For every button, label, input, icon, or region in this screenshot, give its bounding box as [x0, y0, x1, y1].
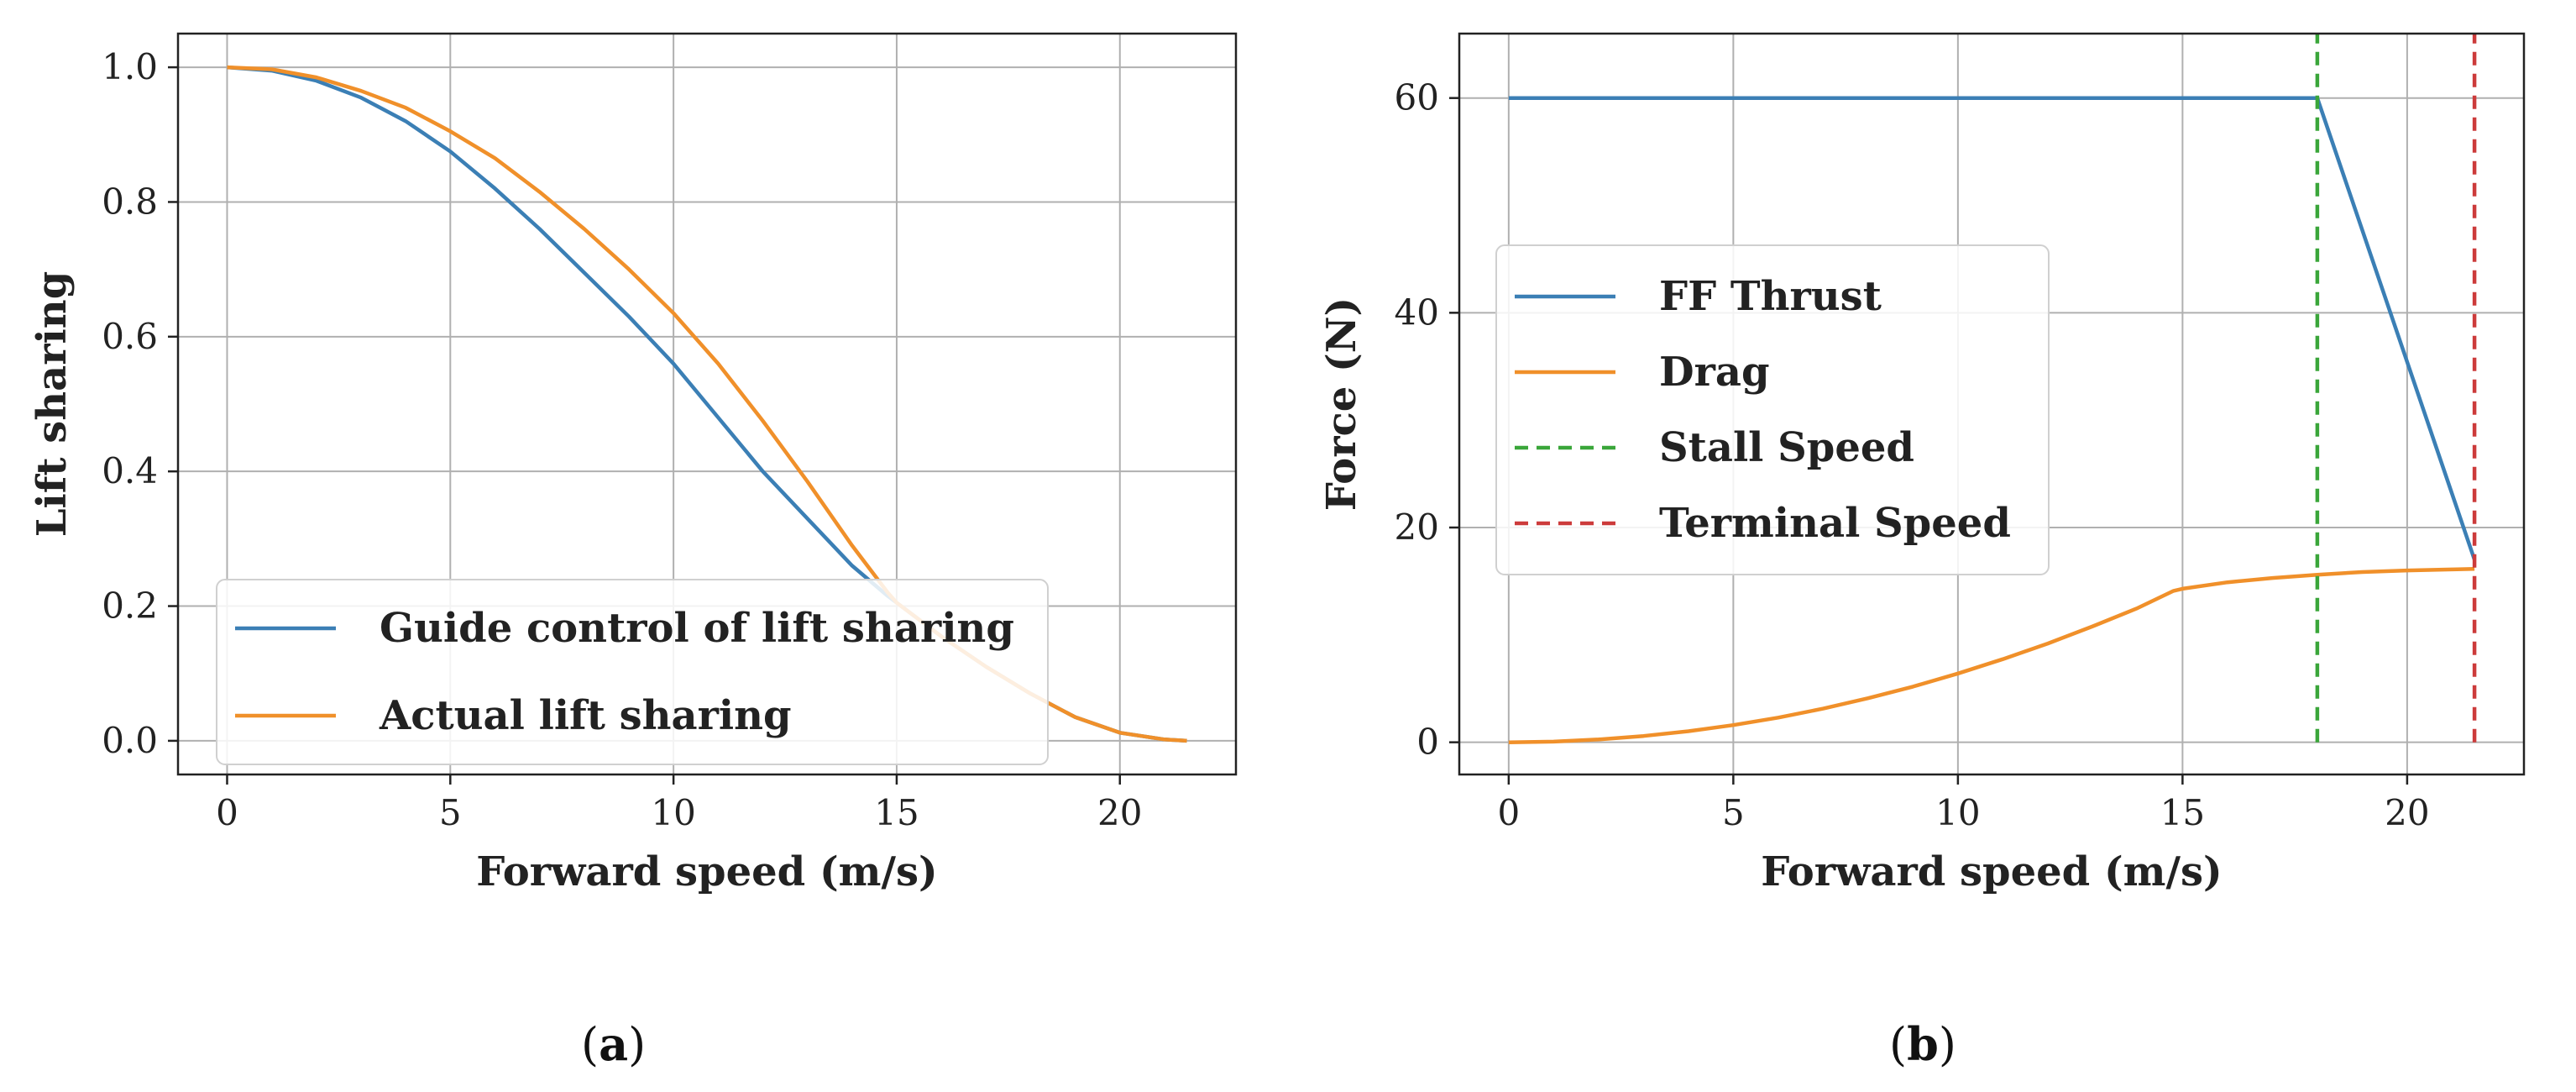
- y-tick-label: 0.2: [102, 585, 158, 627]
- y-tick-label: 0.8: [102, 181, 158, 222]
- legend-box: [1495, 244, 2050, 575]
- y-tick-label: 0: [1416, 722, 1439, 763]
- legend: FF Thrust Drag Stall Speed Terminal Speed: [1495, 244, 2050, 575]
- plot-frame: [1458, 32, 2526, 776]
- panel-label-close: ): [1939, 1018, 1956, 1071]
- panel-label: (b): [1889, 1017, 1956, 1071]
- x-tick-label: 5: [439, 792, 462, 833]
- x-tick-label: 5: [1722, 792, 1745, 833]
- plot-frame: [176, 32, 1238, 776]
- y-tick-label: 60: [1395, 77, 1439, 118]
- legend-label: FF Thrust: [1659, 273, 1882, 320]
- x-tick-label: 15: [874, 792, 919, 833]
- y-tick-label: 1.0: [102, 46, 158, 87]
- x-tick-label: 0: [216, 792, 238, 833]
- series-line-drag: [1508, 566, 2475, 744]
- legend-label: Guide control of lift sharing: [380, 605, 1014, 652]
- y-tick-label: 40: [1395, 291, 1439, 333]
- x-tick-label: 20: [1097, 792, 1142, 833]
- legend-label: Stall Speed: [1659, 424, 1914, 471]
- x-tick-label: 10: [1935, 792, 1980, 833]
- panel-label-open: (: [581, 1018, 599, 1071]
- legend-label: Actual lift sharing: [379, 692, 792, 739]
- y-tick-label: 0.0: [102, 720, 158, 761]
- x-tick-label: 20: [2385, 792, 2429, 833]
- panel-label-letter: b: [1907, 1017, 1939, 1071]
- legend-label: Drag: [1659, 349, 1770, 396]
- x-axis-label: Forward speed (m/s): [1761, 848, 2222, 895]
- x-tick-label: 10: [651, 792, 695, 833]
- y-tick-label: 0.6: [102, 316, 158, 357]
- legend-box: [216, 579, 1049, 765]
- x-tick-label: 15: [2160, 792, 2205, 833]
- y-tick-label: 0.4: [102, 450, 158, 491]
- panel-label-letter: a: [599, 1017, 628, 1071]
- y-tick-label: 20: [1395, 507, 1439, 548]
- x-tick-label: 0: [1497, 792, 1520, 833]
- chart-panel-b: 0 5 10 15 20 0 20 40 60 Forward speed (m/s) Force …: [1318, 32, 2526, 1071]
- panel-label-close: ): [628, 1018, 646, 1071]
- x-axis-label: Forward speed (m/s): [476, 848, 937, 895]
- panel-label-open: (: [1889, 1018, 1907, 1071]
- legend-label: Terminal Speed: [1659, 500, 2011, 547]
- legend: Guide control of lift sharing Actual lift…: [216, 579, 1049, 765]
- panel-label: (a): [581, 1017, 646, 1071]
- y-axis-label: Lift sharing: [29, 271, 76, 538]
- chart-panel-a: 0 5 10 15 20 0.0 0.2 0.4 0.6 0.8 1.0 Forward speed …: [29, 32, 1238, 1071]
- y-axis-label: Force (N): [1318, 297, 1365, 512]
